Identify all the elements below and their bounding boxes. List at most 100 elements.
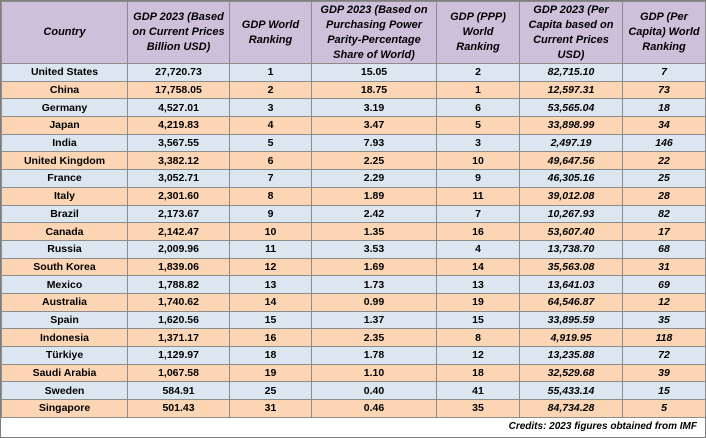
table-row: Singapore 501.43 31 0.46 35 84,734.28 5 xyxy=(1,399,706,418)
country-cell: India xyxy=(1,133,128,153)
value-cell: 4 xyxy=(229,116,312,135)
country-cell: France xyxy=(1,169,128,188)
value-cell: 13,235.88 xyxy=(519,346,623,365)
value-cell: 3.19 xyxy=(311,98,437,118)
credit: Credits: 2023 figures obtained from IMF xyxy=(508,420,697,432)
value-cell: 33,898.99 xyxy=(519,116,623,135)
table-row: India 3,567.55 5 7.93 3 2,497.19 146 xyxy=(1,133,706,153)
country-cell: Spain xyxy=(1,310,128,330)
column-header: GDP 2023 (Based on Purchasing Power Pari… xyxy=(311,1,437,64)
country-cell: Mexico xyxy=(1,275,128,294)
value-cell: 3.47 xyxy=(311,116,437,135)
table-row: United States 27,720.73 1 15.05 2 82,715.10 7 xyxy=(1,63,706,82)
value-cell: 1,788.82 xyxy=(127,275,230,294)
value-cell: 1,839.06 xyxy=(127,257,230,277)
value-cell: 39 xyxy=(622,363,706,383)
value-cell: 1,067.58 xyxy=(127,363,230,383)
column-header: Country xyxy=(1,1,128,64)
country-cell: Russia xyxy=(1,239,128,259)
value-cell: 6 xyxy=(229,151,312,171)
value-cell: 31 xyxy=(622,257,706,277)
value-cell: 27,720.73 xyxy=(127,63,230,82)
table-row: Canada 2,142.47 10 1.35 16 53,607.40 17 xyxy=(1,222,706,241)
value-cell: 25 xyxy=(622,169,706,188)
value-cell: 1,371.17 xyxy=(127,328,230,347)
value-cell: 2,009.96 xyxy=(127,239,230,259)
country-cell: South Korea xyxy=(1,257,128,277)
value-cell: 68 xyxy=(622,239,706,259)
value-cell: 2,497.19 xyxy=(519,133,623,153)
country-cell: Singapore xyxy=(1,399,128,418)
value-cell: 1,740.62 xyxy=(127,292,230,312)
value-cell: 7 xyxy=(622,63,706,82)
value-cell: 13,641.03 xyxy=(519,275,623,294)
value-cell: 1.10 xyxy=(311,363,437,383)
table-row: China 17,758.05 2 18.75 1 12,597.31 73 xyxy=(1,80,706,100)
country-cell: Sweden xyxy=(1,381,128,401)
table-row: France 3,052.71 7 2.29 9 46,305.16 25 xyxy=(1,169,706,188)
value-cell: 3,567.55 xyxy=(127,133,230,153)
table-row: Italy 2,301.60 8 1.89 11 39,012.08 28 xyxy=(1,186,706,206)
country-cell: United States xyxy=(1,63,128,82)
table-row: United Kingdom 3,382.12 6 2.25 10 49,647.56 22 xyxy=(1,151,706,171)
country-cell: Canada xyxy=(1,222,128,241)
value-cell: 2,142.47 xyxy=(127,222,230,241)
value-cell: 84,734.28 xyxy=(519,399,623,418)
value-cell: 1.35 xyxy=(311,222,437,241)
value-cell: 16 xyxy=(436,222,520,241)
value-cell: 7 xyxy=(436,204,520,224)
value-cell: 14 xyxy=(436,257,520,277)
value-cell: 2.35 xyxy=(311,328,437,347)
value-cell: 2,301.60 xyxy=(127,186,230,206)
value-cell: 10 xyxy=(436,151,520,171)
value-cell: 14 xyxy=(229,292,312,312)
value-cell: 1.78 xyxy=(311,346,437,365)
value-cell: 4 xyxy=(436,239,520,259)
value-cell: 15 xyxy=(622,381,706,401)
value-cell: 32,529.68 xyxy=(519,363,623,383)
country-cell: China xyxy=(1,80,128,100)
value-cell: 53,607.40 xyxy=(519,222,623,241)
value-cell: 1,129.97 xyxy=(127,346,230,365)
table-row: Brazil 2,173.67 9 2.42 7 10,267.93 82 xyxy=(1,204,706,224)
value-cell: 18 xyxy=(436,363,520,383)
country-cell: United Kingdom xyxy=(1,151,128,171)
table-row: Mexico 1,788.82 13 1.73 13 13,641.03 69 xyxy=(1,275,706,294)
country-cell: Indonesia xyxy=(1,328,128,347)
value-cell: 12 xyxy=(436,346,520,365)
table-row: Saudi Arabia 1,067.58 19 1.10 18 32,529.68 39 xyxy=(1,363,706,383)
value-cell: 0.46 xyxy=(311,399,437,418)
value-cell: 2.25 xyxy=(311,151,437,171)
value-cell: 5 xyxy=(436,116,520,135)
value-cell: 0.40 xyxy=(311,381,437,401)
value-cell: 16 xyxy=(229,328,312,347)
value-cell: 1.37 xyxy=(311,310,437,330)
value-cell: 3.53 xyxy=(311,239,437,259)
column-header: GDP 2023 (Based on Current Prices Billio… xyxy=(127,1,230,64)
value-cell: 13 xyxy=(436,275,520,294)
value-cell: 7 xyxy=(229,169,312,188)
value-cell: 13 xyxy=(229,275,312,294)
country-cell: Türkiye xyxy=(1,346,128,365)
value-cell: 49,647.56 xyxy=(519,151,623,171)
value-cell: 6 xyxy=(436,98,520,118)
value-cell: 1 xyxy=(229,63,312,82)
country-cell: Saudi Arabia xyxy=(1,363,128,383)
value-cell: 53,565.04 xyxy=(519,98,623,118)
column-header: GDP (Per Capita) World Ranking xyxy=(622,1,706,64)
column-header: GDP 2023 (Per Capita based on Current Pr… xyxy=(519,1,623,64)
value-cell: 2.42 xyxy=(311,204,437,224)
value-cell: 34 xyxy=(622,116,706,135)
table-row: Indonesia 1,371.17 16 2.35 8 4,919.95 118 xyxy=(1,328,706,347)
value-cell: 2.29 xyxy=(311,169,437,188)
value-cell: 12 xyxy=(229,257,312,277)
value-cell: 10,267.93 xyxy=(519,204,623,224)
value-cell: 46,305.16 xyxy=(519,169,623,188)
value-cell: 31 xyxy=(229,399,312,418)
table-row: Germany 4,527.01 3 3.19 6 53,565.04 18 xyxy=(1,98,706,118)
value-cell: 7.93 xyxy=(311,133,437,153)
value-cell: 3,052.71 xyxy=(127,169,230,188)
value-cell: 39,012.08 xyxy=(519,186,623,206)
value-cell: 146 xyxy=(622,133,706,153)
value-cell: 1.89 xyxy=(311,186,437,206)
